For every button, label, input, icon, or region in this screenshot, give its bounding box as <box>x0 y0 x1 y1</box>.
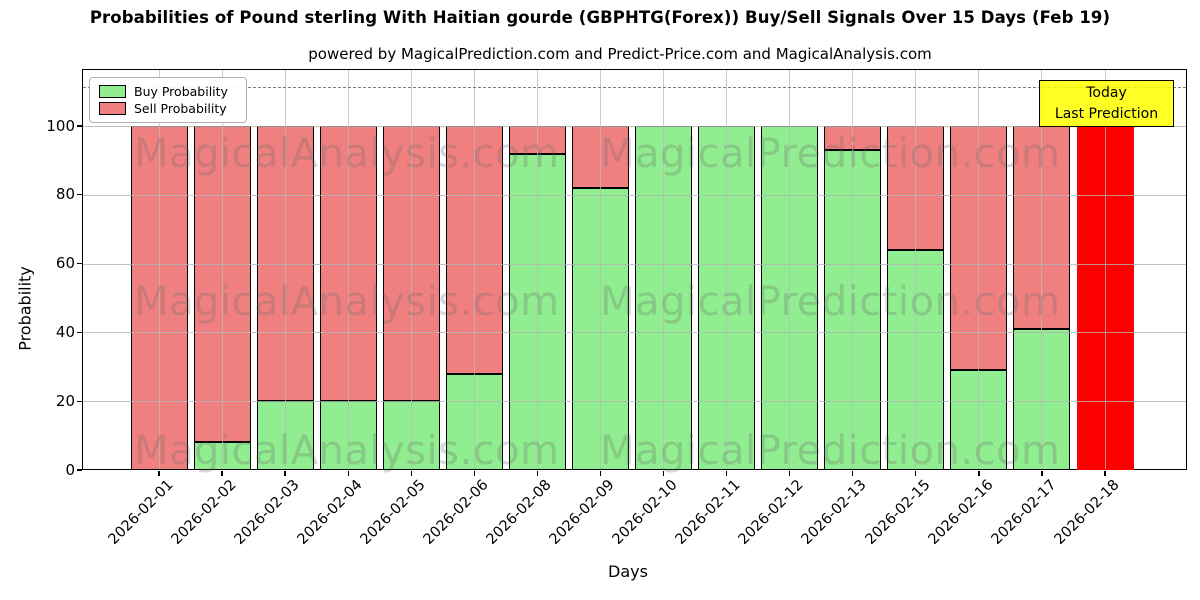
gridline-vertical <box>789 70 791 469</box>
x-tick-mark <box>536 470 539 476</box>
x-tick-label: 2026-02-18 <box>1051 477 1123 548</box>
y-tick-label: 80 <box>55 185 75 204</box>
dashed-threshold-line <box>83 87 1186 88</box>
gridline-vertical <box>663 70 665 469</box>
today-annotation-line2: Last Prediction <box>1054 105 1159 122</box>
x-tick-label: 2026-02-16 <box>925 477 997 548</box>
x-tick-mark <box>410 470 412 476</box>
watermark: MagicalPrediction.com <box>600 279 1061 325</box>
x-axis-label: Days <box>608 562 648 581</box>
watermark: MagicalAnalysis.com <box>134 131 560 177</box>
y-tick-mark <box>77 469 82 471</box>
x-tick-label: 2026-02-12 <box>736 477 807 548</box>
y-tick-mark <box>77 331 82 334</box>
y-tick-mark <box>77 262 82 265</box>
x-tick-label: 2026-02-02 <box>168 477 240 548</box>
gridline-vertical <box>978 70 980 469</box>
gridline-horizontal <box>83 401 1186 403</box>
x-tick-label: 2026-02-06 <box>420 477 492 548</box>
x-tick-mark <box>599 470 602 476</box>
x-tick-label: 2026-02-04 <box>294 477 366 548</box>
buy-color-swatch <box>99 85 126 98</box>
x-tick-label: 2026-02-05 <box>357 477 429 548</box>
watermark: MagicalPrediction.com <box>600 131 1061 177</box>
y-tick-label: 100 <box>46 116 75 135</box>
x-tick-mark <box>852 470 854 476</box>
x-tick-label: 2026-02-11 <box>673 477 744 548</box>
gridline-horizontal <box>83 126 1186 127</box>
x-tick-mark <box>221 470 223 476</box>
gridline-horizontal <box>83 263 1186 265</box>
x-tick-label: 2026-02-17 <box>988 477 1060 548</box>
x-tick-mark <box>788 470 791 476</box>
y-tick-label: 40 <box>55 322 75 341</box>
x-tick-label: 2026-02-15 <box>862 477 934 548</box>
x-tick-mark <box>978 470 980 476</box>
x-tick-label: 2026-02-13 <box>799 477 871 548</box>
x-tick-mark <box>662 470 665 476</box>
gridline-vertical <box>347 70 349 469</box>
x-tick-mark <box>284 470 286 476</box>
watermark: MagicalAnalysis.com <box>134 428 560 474</box>
gridline-vertical <box>284 70 286 469</box>
gridline-horizontal <box>83 332 1186 334</box>
x-tick-mark <box>915 470 917 476</box>
x-tick-label: 2026-02-08 <box>483 477 555 548</box>
gridline-vertical <box>221 70 223 469</box>
x-tick-label: 2026-02-09 <box>546 477 618 548</box>
y-tick-mark <box>77 194 82 196</box>
gridline-vertical <box>536 70 538 469</box>
chart-subtitle: powered by MagicalPrediction.com and Pre… <box>308 45 932 63</box>
x-tick-label: 2026-02-01 <box>105 477 177 548</box>
gridline-vertical <box>158 70 160 469</box>
gridline-vertical <box>599 70 601 469</box>
chart-title: Probabilities of Pound sterling With Hai… <box>89 8 1111 27</box>
gridline-vertical <box>473 70 475 469</box>
y-tick-label: 0 <box>65 460 75 479</box>
legend-label-buy: Buy Probability <box>134 84 228 99</box>
gridline-vertical <box>1041 70 1043 469</box>
x-tick-label: 2026-02-10 <box>609 477 681 548</box>
x-tick-mark <box>473 470 476 476</box>
watermark: MagicalAnalysis.com <box>134 279 560 325</box>
y-tick-label: 60 <box>55 254 75 273</box>
y-tick-mark <box>77 400 82 402</box>
watermark: MagicalPrediction.com <box>600 428 1061 474</box>
gridline-horizontal <box>83 194 1186 196</box>
legend: Buy Probability Sell Probability <box>89 77 247 123</box>
today-annotation-line1: Today <box>1086 84 1127 101</box>
gridline-vertical <box>852 70 854 469</box>
sell-color-swatch <box>99 102 126 115</box>
x-tick-label: 2026-02-03 <box>231 477 303 548</box>
x-tick-mark <box>1041 470 1043 476</box>
legend-entry-buy: Buy Probability <box>99 84 237 99</box>
gridline-vertical <box>410 70 412 469</box>
x-tick-mark <box>347 470 349 476</box>
x-tick-mark <box>1104 470 1106 476</box>
gridline-vertical <box>726 70 728 469</box>
legend-label-sell: Sell Probability <box>134 101 227 116</box>
y-tick-label: 20 <box>55 391 75 410</box>
gridline-vertical <box>915 70 917 469</box>
x-tick-mark <box>725 470 728 476</box>
x-tick-mark <box>158 470 160 476</box>
y-tick-mark <box>77 125 82 127</box>
gridline-vertical <box>1104 70 1106 469</box>
today-annotation: Today Last Prediction <box>1039 80 1174 127</box>
legend-entry-sell: Sell Probability <box>99 101 237 116</box>
